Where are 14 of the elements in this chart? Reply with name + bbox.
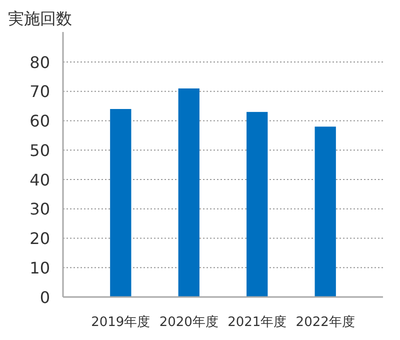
y-tick-label: 50 — [30, 140, 50, 160]
x-tick-label: 2019年度 — [91, 314, 150, 330]
y-tick-label: 30 — [30, 200, 50, 219]
y-tick-label: 70 — [30, 82, 50, 102]
y-axis-title: 実施回数 — [8, 9, 72, 28]
x-tick-label: 2020年度 — [159, 314, 218, 330]
x-tick-label: 2022年度 — [296, 314, 355, 330]
y-tick-label: 40 — [30, 170, 50, 190]
y-tick-label: 60 — [30, 112, 50, 131]
y-tick-label: 10 — [30, 258, 50, 278]
y-tick-label: 80 — [30, 52, 50, 72]
y-tick-label: 20 — [30, 229, 50, 248]
x-tick-label: 2021年度 — [228, 314, 287, 330]
y-tick-label: 0 — [40, 288, 50, 307]
